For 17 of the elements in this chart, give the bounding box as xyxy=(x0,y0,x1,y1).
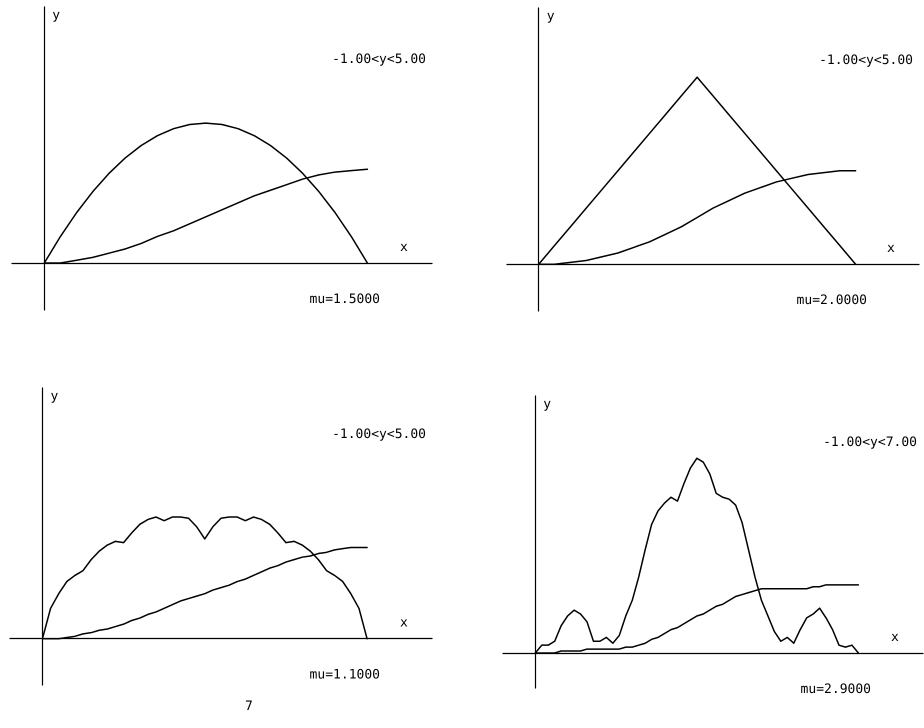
y-axis-title: y xyxy=(546,9,555,24)
text: mu=2.9000 xyxy=(800,682,872,697)
y-axis-title: y xyxy=(52,8,60,23)
text: 7 xyxy=(245,699,253,714)
text: -1.00<y<5.00 xyxy=(332,427,426,442)
text: mu=2.0000 xyxy=(796,293,868,308)
x-axis-title: x xyxy=(887,241,895,256)
x-axis-title: x xyxy=(400,240,408,255)
x-axis-title: x xyxy=(400,616,408,631)
text: -1.00<y<5.00 xyxy=(332,52,426,67)
text: mu=1.5000 xyxy=(310,292,380,307)
y-axis-title: y xyxy=(50,389,58,404)
y-axis-title: y xyxy=(543,397,552,412)
x-axis-title: x xyxy=(891,630,899,645)
text: -1.00<y<5.00 xyxy=(819,53,913,68)
text: -1.00<y<7.00 xyxy=(823,435,917,450)
text: mu=1.1000 xyxy=(310,668,380,683)
